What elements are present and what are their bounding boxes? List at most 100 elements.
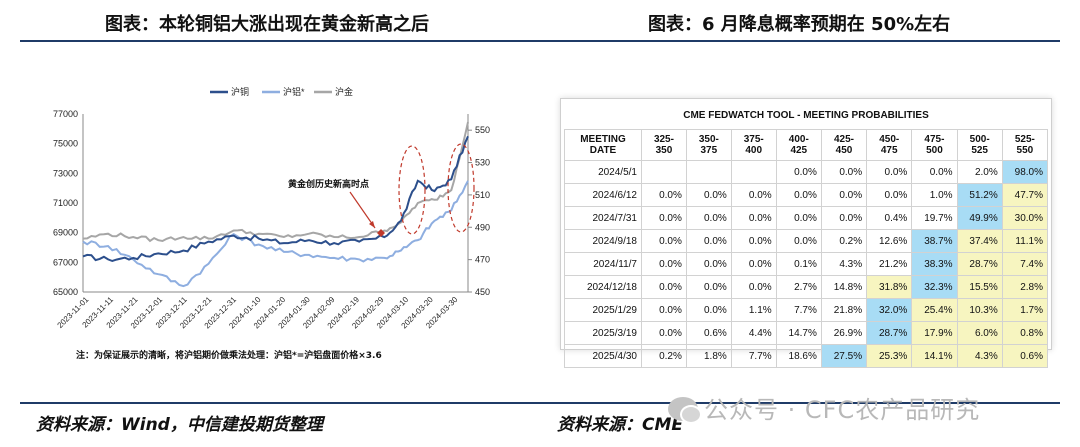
probability-cell: 27.5% [820, 344, 868, 368]
probability-cell: 0.0% [685, 183, 732, 207]
probability-cell: 7.7% [775, 298, 822, 322]
wechat-icon [668, 397, 702, 424]
left-figure-title: 图表：本轮铜铝大涨出现在黄金新高之后 [105, 14, 429, 35]
y-right-tick-label: 450 [475, 287, 490, 297]
table-row: 2024/6/12 0.0% 0.0% 0.0% 0.0% 0.0% 0.0% 1.0% 51.… [564, 183, 1049, 207]
right-figure-title: 图表：6 月降息概率预期在 50%左右 [648, 14, 951, 35]
header-rate-375-400: 375-400 [730, 129, 777, 161]
probability-cell: 0.6% [1001, 344, 1049, 368]
y-left-tick-label: 75000 [53, 139, 78, 149]
left-source: 资料来源：Wind，中信建投期货整理 [36, 415, 323, 435]
probability-cell: 2.7% [775, 275, 822, 299]
probability-cell: 18.6% [775, 344, 822, 368]
probability-cell: 0.0% [775, 229, 822, 253]
annotation-text: 黄金创历史新高时点 [288, 178, 369, 189]
chart-legend: 沪铜 沪铝* 沪金 [210, 86, 353, 97]
header-rate-500-525: 500-525 [956, 129, 1003, 161]
probability-cell [685, 160, 732, 184]
probability-cell: 0.0% [775, 160, 822, 184]
probability-cell: 1.1% [730, 298, 777, 322]
header-rate-425-450: 425-450 [820, 129, 868, 161]
watermark-text: 公众号 · CFC农产品研究 [704, 396, 981, 424]
probability-cell: 0.0% [685, 252, 732, 276]
meeting-date-cell: 2024/9/18 [564, 229, 642, 253]
table-row: 2025/3/19 0.0% 0.6% 4.4% 14.7% 26.9% 28.7% 17.9… [564, 321, 1049, 345]
probability-cell: 0.0% [641, 321, 687, 345]
series-line-沪铝* [82, 180, 469, 288]
probability-cell: 0.0% [641, 298, 687, 322]
y-right-tick-label: 550 [475, 125, 490, 135]
legend-label: 沪金 [335, 86, 353, 97]
y-right-tick-label: 510 [475, 190, 490, 200]
highlight-ellipse [398, 145, 426, 235]
probability-cell: 14.8% [820, 275, 868, 299]
header-rate-325-350: 325-350 [641, 129, 687, 161]
probability-cell: 0.2% [820, 229, 868, 253]
gold-high-marker [377, 229, 385, 237]
probability-cell: 47.7% [1001, 183, 1049, 207]
probability-cell: 7.4% [1001, 252, 1049, 276]
probability-cell: 0.1% [775, 252, 822, 276]
probability-cell: 4.4% [730, 321, 777, 345]
fedwatch-panel: CME FEDWATCH TOOL - MEETING PROBABILITIE… [560, 98, 1052, 368]
probability-cell: 0.0% [685, 298, 732, 322]
probability-cell: 1.8% [685, 344, 732, 368]
header-rate-350-375: 350-375 [685, 129, 732, 161]
meeting-date-cell: 2025/1/29 [564, 298, 642, 322]
table-row: 2024/12/18 0.0% 0.0% 0.0% 2.7% 14.8% 31.8% 32.3… [564, 275, 1049, 299]
probability-cell: 1.0% [911, 183, 958, 207]
meeting-date-cell: 2025/3/19 [564, 321, 642, 345]
probability-cell: 10.3% [956, 298, 1003, 322]
probability-cell: 25.3% [866, 344, 913, 368]
probability-cell: 51.2% [956, 183, 1003, 207]
probability-cell: 6.0% [956, 321, 1003, 345]
bottom-rule [20, 402, 1060, 404]
y-left-tick-label: 65000 [53, 287, 78, 297]
probability-cell: 4.3% [820, 252, 868, 276]
y-left-tick-label: 69000 [53, 228, 78, 238]
probability-cell: 0.0% [775, 206, 822, 230]
series-line-沪金 [82, 121, 469, 243]
probability-cell: 98.0% [1001, 160, 1049, 184]
probability-cell: 0.0% [911, 160, 958, 184]
probability-cell: 0.0% [730, 183, 777, 207]
probability-cell: 0.0% [866, 160, 913, 184]
table-row: 2024/11/7 0.0% 0.0% 0.0% 0.1% 4.3% 21.2% 38.3% 2… [564, 252, 1049, 276]
probability-cell: 0.0% [820, 183, 868, 207]
probability-cell: 38.7% [911, 229, 958, 253]
table-row: 2024/7/31 0.0% 0.0% 0.0% 0.0% 0.0% 0.4% 19.7% 49… [564, 206, 1049, 230]
probability-cell: 0.0% [641, 206, 687, 230]
header-meeting-date: MEETING DATE [564, 129, 642, 161]
probability-cell: 0.0% [641, 183, 687, 207]
right-source: 资料来源：CME [557, 415, 684, 435]
highlight-ellipse [447, 143, 475, 233]
header-rate-400-425: 400-425 [775, 129, 822, 161]
y-right-tick-label: 470 [475, 255, 490, 265]
meeting-date-cell: 2024/11/7 [564, 252, 642, 276]
probability-cell: 0.8% [1001, 321, 1049, 345]
meeting-date-cell: 2024/5/1 [564, 160, 642, 184]
probability-cell: 0.0% [685, 229, 732, 253]
y-left-tick-label: 67000 [53, 257, 78, 267]
fedwatch-table: CME FEDWATCH TOOL - MEETING PROBABILITIE… [564, 101, 1049, 368]
probability-cell: 31.8% [866, 275, 913, 299]
probability-cell [641, 160, 687, 184]
probability-cell: 11.1% [1001, 229, 1049, 253]
header-rate-475-500: 475-500 [911, 129, 958, 161]
metals-price-chart: 沪铜 沪铝* 沪金 77000 75000 73000 71000 69000 67000 65… [53, 86, 490, 330]
y-left-tick-label: 73000 [53, 168, 78, 178]
probability-cell: 37.4% [956, 229, 1003, 253]
probability-cell: 1.7% [1001, 298, 1049, 322]
probability-cell: 25.4% [911, 298, 958, 322]
y-left-tick-label: 77000 [53, 109, 78, 119]
legend-label: 沪铝* [283, 86, 305, 97]
header-rate-450-475: 450-475 [866, 129, 913, 161]
probability-cell: 17.9% [911, 321, 958, 345]
probability-cell: 0.2% [641, 344, 687, 368]
probability-cell: 30.0% [1001, 206, 1049, 230]
probability-cell: 0.0% [866, 183, 913, 207]
header-rate-525-550: 525-550 [1001, 129, 1049, 161]
fedwatch-title: CME FEDWATCH TOOL - MEETING PROBABILITIE… [683, 109, 929, 121]
meeting-date-cell: 2025/4/30 [564, 344, 642, 368]
probability-cell: 0.4% [866, 206, 913, 230]
